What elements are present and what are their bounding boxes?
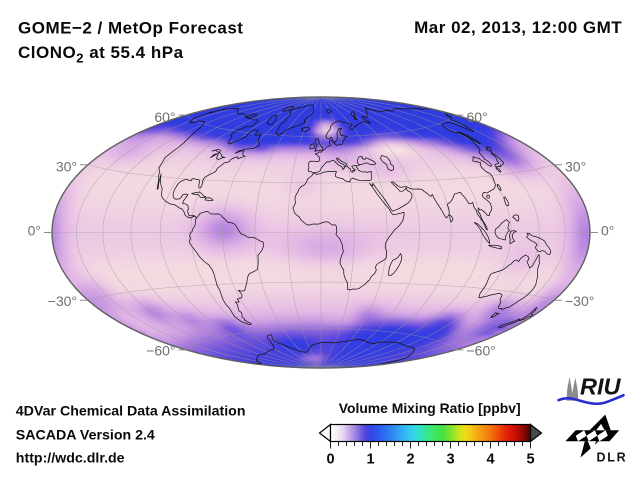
- svg-text:−60°: −60°: [467, 342, 496, 358]
- svg-text:60°: 60°: [467, 109, 488, 125]
- svg-text:2: 2: [406, 451, 414, 467]
- svg-text:Mar 02, 2013, 12:00 GMT: Mar 02, 2013, 12:00 GMT: [414, 18, 622, 37]
- svg-text:−60°: −60°: [146, 342, 175, 358]
- svg-text:3: 3: [446, 451, 454, 467]
- svg-text:DLR: DLR: [597, 451, 628, 465]
- svg-text:ClONO2 at 55.4 hPa: ClONO2 at 55.4 hPa: [18, 43, 184, 66]
- svg-text:4DVar Chemical Data Assimilati: 4DVar Chemical Data Assimilation: [16, 403, 246, 419]
- svg-text:SACADA Version 2.4: SACADA Version 2.4: [16, 428, 155, 444]
- svg-text:GOME−2 / MetOp Forecast: GOME−2 / MetOp Forecast: [18, 19, 243, 38]
- svg-text:0: 0: [326, 451, 334, 467]
- svg-text:0°: 0°: [601, 223, 614, 239]
- svg-text:−30°: −30°: [565, 293, 594, 309]
- svg-text:5: 5: [526, 451, 534, 467]
- svg-text:RIU: RIU: [580, 374, 622, 400]
- svg-text:http://wdc.dlr.de: http://wdc.dlr.de: [16, 451, 125, 467]
- svg-text:4: 4: [486, 451, 494, 467]
- svg-text:30°: 30°: [565, 159, 586, 175]
- svg-text:0°: 0°: [28, 223, 41, 239]
- svg-text:60°: 60°: [154, 109, 175, 125]
- svg-text:30°: 30°: [56, 159, 77, 175]
- svg-text:Volume Mixing Ratio [ppbv]: Volume Mixing Ratio [ppbv]: [339, 400, 521, 416]
- svg-text:−30°: −30°: [48, 293, 77, 309]
- svg-text:1: 1: [366, 451, 374, 467]
